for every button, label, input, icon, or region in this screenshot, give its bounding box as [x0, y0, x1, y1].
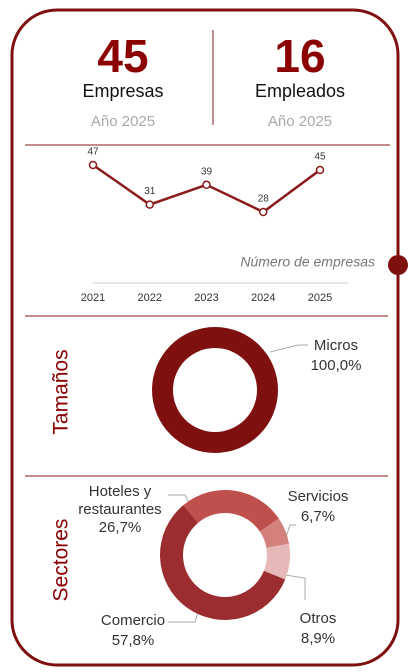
point [145, 200, 154, 209]
slice-label: Otros [299, 610, 337, 627]
slice-label: 6,7% [300, 508, 336, 525]
section-title: Sectores [50, 519, 73, 602]
kpi-label: Empleados [255, 81, 345, 101]
x-tick-label: 2023 [194, 292, 218, 304]
x-tick-label: 2024 [251, 292, 275, 304]
slice-label: Micros [313, 337, 359, 354]
data-label: 39 [201, 166, 213, 177]
x-tick-label: 2025 [308, 292, 332, 304]
point [202, 180, 211, 190]
x-tick-label: 2021 [81, 292, 105, 304]
point [315, 165, 325, 175]
slice-label: 26,7% [98, 519, 142, 536]
slice-label: 57,8% [111, 632, 155, 649]
kpi-label: Empresas [82, 81, 163, 101]
kpi-value: 16 [274, 30, 325, 82]
point [88, 160, 98, 170]
slice [263, 543, 290, 580]
x-tick-label: 2022 [138, 292, 162, 304]
slice [259, 518, 290, 548]
slice-label: 100,0% [310, 357, 362, 374]
slice-label: Servicios [287, 488, 349, 505]
slice [152, 327, 278, 453]
frame [10, 8, 400, 667]
data-label: 45 [314, 152, 326, 163]
kpi-value: 45 [97, 30, 148, 82]
kpi-sub: Año 2025 [268, 113, 332, 130]
data-label: 47 [87, 147, 99, 158]
slice-label: 8,9% [300, 630, 336, 647]
section-title: Tamaños [50, 349, 73, 434]
point [259, 207, 268, 217]
slice-label: Hoteles y restaurantes [78, 483, 162, 518]
leader [269, 344, 308, 353]
slice [160, 505, 286, 620]
slice [183, 490, 279, 532]
kpi-sub: Año 2025 [91, 113, 155, 130]
slice-label: Comercio [100, 612, 166, 629]
chart-caption: Número de empresas [240, 254, 375, 270]
data-label: 28 [258, 194, 270, 205]
dot [388, 255, 408, 275]
data-label: 31 [144, 186, 156, 197]
leader [284, 574, 306, 600]
